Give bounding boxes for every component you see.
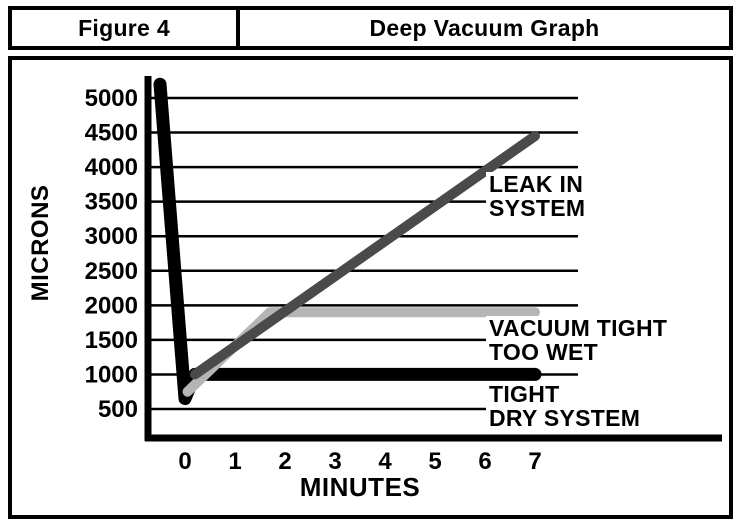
y-tick-label: 3000 [85, 223, 138, 250]
x-axis-tick-labels: 0 1 2 3 4 5 6 7 [178, 448, 541, 475]
series-label-line: DRY SYSTEM [489, 405, 641, 431]
y-tick-label: 5000 [85, 85, 138, 112]
y-tick-label: 4500 [85, 120, 138, 147]
x-tick-label: 7 [528, 448, 541, 475]
figure-number-cell: Figure 4 [8, 6, 238, 50]
x-tick-label: 6 [478, 448, 491, 475]
data-series [153, 77, 542, 406]
x-tick-label: 4 [378, 448, 392, 475]
figure-title: Deep Vacuum Graph [369, 14, 600, 41]
deep-vacuum-graph: 500 1000 1500 2000 2500 3000 3500 4000 4500 5000 … [8, 56, 733, 519]
series-label-line: LEAK IN [489, 171, 584, 197]
y-tick-label: 4000 [85, 154, 138, 181]
series-label-line: TIGHT [489, 381, 560, 407]
figure-header: Figure 4 Deep Vacuum Graph [8, 6, 733, 50]
series-label-line: SYSTEM [489, 195, 586, 221]
x-tick-label: 3 [328, 448, 341, 475]
figure-title-cell: Deep Vacuum Graph [238, 6, 733, 50]
figure-number: Figure 4 [78, 14, 170, 41]
y-tick-label: 2500 [85, 258, 138, 285]
y-tick-label: 1000 [85, 361, 138, 388]
x-tick-label: 2 [278, 448, 291, 475]
y-axis-tick-labels: 500 1000 1500 2000 2500 3000 3500 4000 4500 5000 [85, 85, 138, 423]
y-tick-label: 2000 [85, 292, 138, 319]
series-label-line: TOO WET [489, 339, 599, 365]
x-axis-title: MINUTES [299, 472, 421, 502]
series-label-tight-dry-system: TIGHT DRY SYSTEM [486, 381, 644, 431]
x-tick-label: 0 [178, 448, 191, 475]
series-label-leak-in-system: LEAK IN SYSTEM [486, 171, 589, 221]
series-label-vacuum-tight-too-wet: VACUUM TIGHT TOO WET [486, 315, 671, 365]
vacuum-graph-plot: 500100015002000250030003500400045005000 … [85, 76, 722, 475]
x-tick-label: 5 [428, 448, 441, 475]
series-line-leak-in-system [190, 131, 540, 380]
y-axis-title: MICRONS [27, 184, 54, 302]
series-label-line: VACUUM TIGHT [489, 315, 668, 341]
y-tick-label: 500 [98, 396, 138, 423]
y-tick-label: 3500 [85, 189, 138, 216]
y-tick-label: 1500 [85, 327, 138, 354]
x-tick-label: 1 [228, 448, 241, 475]
